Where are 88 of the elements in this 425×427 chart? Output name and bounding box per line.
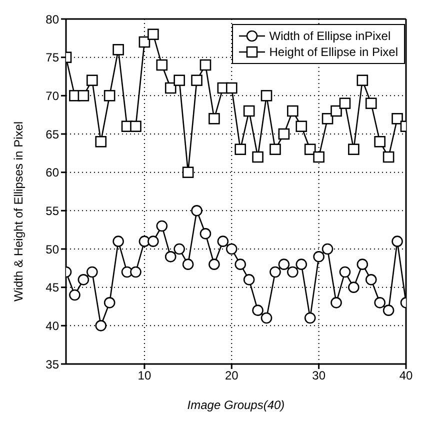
point (243, 274, 255, 286)
point (208, 258, 220, 270)
point (148, 28, 159, 40)
y-tick-label: 80 (46, 12, 60, 26)
x-tick-label: 20 (224, 368, 239, 383)
x-tick-label: 10 (138, 368, 152, 383)
y-tick-label: 55 (46, 204, 60, 218)
point (287, 105, 298, 117)
legend-label: Width of Ellipse inPixel (269, 28, 391, 44)
point (104, 297, 116, 308)
point (374, 297, 386, 308)
point (243, 105, 255, 117)
point (164, 82, 176, 94)
point (208, 113, 220, 124)
point (392, 236, 403, 247)
point (304, 312, 316, 324)
point (78, 90, 90, 102)
y-tick-label: 35 (46, 357, 60, 372)
y-tick-label: 40 (46, 318, 60, 333)
point (356, 258, 368, 270)
point (374, 136, 386, 148)
point (260, 312, 272, 324)
y-tick-label: 70 (46, 88, 60, 103)
point (217, 236, 229, 247)
point (356, 74, 368, 86)
point (339, 98, 351, 109)
point (296, 120, 308, 132)
y-tick-label: 60 (46, 166, 60, 180)
point (200, 228, 212, 240)
point (200, 59, 212, 71)
point (270, 266, 281, 278)
point (313, 151, 324, 163)
point (182, 166, 194, 178)
point (112, 44, 124, 56)
point (148, 236, 159, 247)
y-tick-label: 65 (46, 127, 60, 142)
point (69, 289, 80, 301)
point (330, 297, 342, 308)
point (156, 59, 168, 71)
point (304, 144, 316, 155)
point (112, 236, 124, 247)
point (191, 74, 202, 86)
point (252, 304, 264, 316)
point (130, 266, 142, 278)
x-axis-title: Image Groups(40) (187, 398, 285, 412)
point (174, 74, 185, 86)
point (86, 74, 98, 86)
y-tick-label: 75 (46, 50, 60, 65)
point (296, 258, 308, 270)
y-tick-label: 45 (46, 280, 60, 295)
point (313, 251, 324, 262)
point (278, 258, 290, 270)
point (322, 243, 334, 255)
point (234, 144, 246, 155)
y-axis-title: Width & Height of Ellipses in Pixel (11, 121, 26, 302)
x-tick-label: 30 (312, 368, 326, 383)
point (330, 105, 342, 117)
point (130, 120, 142, 132)
point (226, 243, 238, 255)
legend-label: Height of Ellipse in Pixel (269, 44, 398, 60)
point (234, 258, 246, 270)
point (156, 220, 168, 232)
point (278, 128, 290, 140)
point (382, 151, 394, 163)
point (164, 251, 176, 262)
point (348, 282, 360, 293)
point (382, 304, 394, 316)
point (365, 274, 377, 286)
point (78, 274, 90, 286)
point (104, 90, 116, 102)
point (365, 98, 377, 109)
point (182, 258, 194, 270)
point (322, 113, 334, 124)
point (270, 144, 281, 155)
point (392, 113, 403, 124)
point (287, 266, 298, 278)
point (95, 320, 107, 332)
point (95, 136, 107, 148)
point (260, 90, 272, 102)
y-tick-label: 50 (46, 242, 60, 256)
point (348, 144, 360, 155)
point (252, 151, 264, 163)
point (226, 82, 238, 94)
point (339, 266, 351, 278)
point (86, 266, 98, 278)
x-tick-label: 40 (399, 368, 413, 383)
point (174, 243, 185, 255)
point (191, 205, 202, 216)
